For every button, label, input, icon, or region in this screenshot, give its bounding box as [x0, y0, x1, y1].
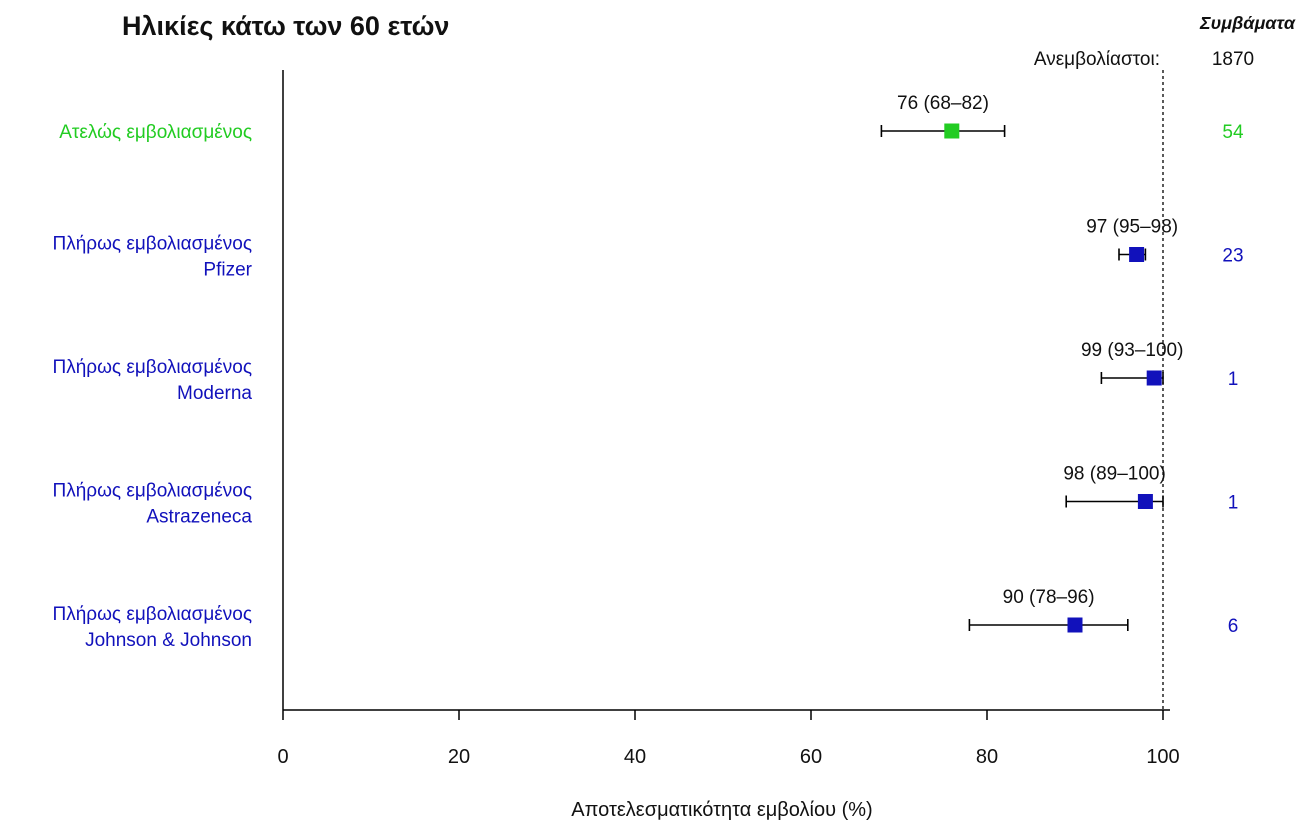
events-count: 6 — [1228, 616, 1239, 637]
forest-row: Πλήρως εμβολιασμένος Astrazeneca 98 (89–10… — [53, 464, 1239, 528]
forest-rows: Ατελώς εμβολιασμένος 76 (68–82) 54 Πλήρως ε… — [53, 93, 1244, 651]
ci-label: 98 (89–100) — [1063, 464, 1165, 485]
row-label: Πλήρως εμβολιασμένος — [53, 481, 253, 502]
x-axis-ticks: 0 20 40 60 80 100 — [277, 710, 1179, 768]
events-count: 1 — [1228, 369, 1239, 390]
row-label: Πλήρως εμβολιασμένος — [53, 357, 253, 378]
row-label: Ατελώς εμβολιασμένος — [59, 122, 252, 143]
unvaccinated-events: 1870 — [1212, 49, 1254, 70]
x-tick-label: 100 — [1146, 746, 1179, 768]
events-count: 54 — [1222, 122, 1244, 143]
row-label: Πλήρως εμβολιασμένος — [53, 604, 253, 625]
point-estimate-marker — [1147, 371, 1162, 386]
forest-row: Ατελώς εμβολιασμένος 76 (68–82) 54 — [59, 93, 1244, 143]
x-tick-label: 40 — [624, 746, 646, 768]
row-sublabel: Johnson & Johnson — [85, 630, 252, 651]
point-estimate-marker — [1068, 618, 1083, 633]
forest-row: Πλήρως εμβολιασμένος Pfizer 97 (95–98) 23 — [53, 217, 1244, 281]
forest-row: Πλήρως εμβολιασμένος Johnson & Johnson 90 … — [53, 587, 1239, 651]
events-count: 23 — [1222, 246, 1243, 267]
forest-row: Πλήρως εμβολιασμένος Moderna 99 (93–100) 1 — [53, 340, 1239, 404]
chart-title: Ηλικίες κάτω των 60 ετών — [122, 11, 449, 41]
ci-label: 76 (68–82) — [897, 93, 989, 114]
row-sublabel: Pfizer — [203, 260, 252, 281]
events-count: 1 — [1228, 493, 1239, 514]
ci-label: 99 (93–100) — [1081, 340, 1183, 361]
point-estimate-marker — [1129, 247, 1144, 262]
point-estimate-marker — [1138, 494, 1153, 509]
x-tick-label: 0 — [277, 746, 288, 768]
x-tick-label: 60 — [800, 746, 822, 768]
x-tick-label: 20 — [448, 746, 470, 768]
x-tick-label: 80 — [976, 746, 998, 768]
row-sublabel: Moderna — [177, 383, 252, 404]
events-column-header: Συμβάματα — [1199, 13, 1296, 33]
point-estimate-marker — [944, 124, 959, 139]
row-label: Πλήρως εμβολιασμένος — [53, 234, 253, 255]
unvaccinated-label: Ανεμβολίαστοι: — [1034, 49, 1160, 70]
ci-label: 97 (95–98) — [1086, 217, 1178, 238]
row-sublabel: Astrazeneca — [146, 507, 252, 528]
ci-label: 90 (78–96) — [1003, 587, 1095, 608]
x-axis-label: Αποτελεσματικότητα εμβολίου (%) — [571, 799, 872, 821]
